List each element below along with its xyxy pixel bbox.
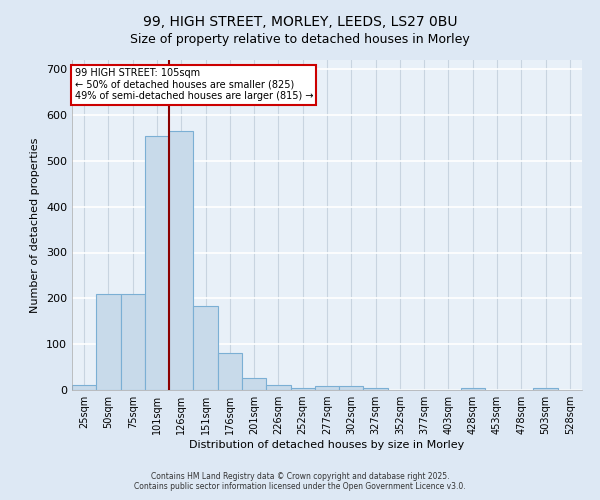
Bar	[290, 388, 315, 390]
Bar	[266, 386, 290, 390]
Bar	[242, 378, 266, 390]
Text: Contains HM Land Registry data © Crown copyright and database right 2025.
Contai: Contains HM Land Registry data © Crown c…	[134, 472, 466, 491]
Bar	[72, 386, 96, 390]
Bar	[339, 386, 364, 390]
Bar	[315, 386, 339, 390]
Bar	[461, 388, 485, 390]
Bar	[96, 294, 121, 390]
Bar	[193, 306, 218, 390]
Bar	[145, 136, 169, 390]
Y-axis label: Number of detached properties: Number of detached properties	[31, 138, 40, 312]
Bar	[364, 388, 388, 390]
Text: 99, HIGH STREET, MORLEY, LEEDS, LS27 0BU: 99, HIGH STREET, MORLEY, LEEDS, LS27 0BU	[143, 15, 457, 29]
Bar	[533, 388, 558, 390]
Bar	[121, 294, 145, 390]
X-axis label: Distribution of detached houses by size in Morley: Distribution of detached houses by size …	[190, 440, 464, 450]
Bar	[169, 131, 193, 390]
Text: Size of property relative to detached houses in Morley: Size of property relative to detached ho…	[130, 32, 470, 46]
Bar	[218, 354, 242, 390]
Text: 99 HIGH STREET: 105sqm
← 50% of detached houses are smaller (825)
49% of semi-de: 99 HIGH STREET: 105sqm ← 50% of detached…	[74, 68, 313, 102]
